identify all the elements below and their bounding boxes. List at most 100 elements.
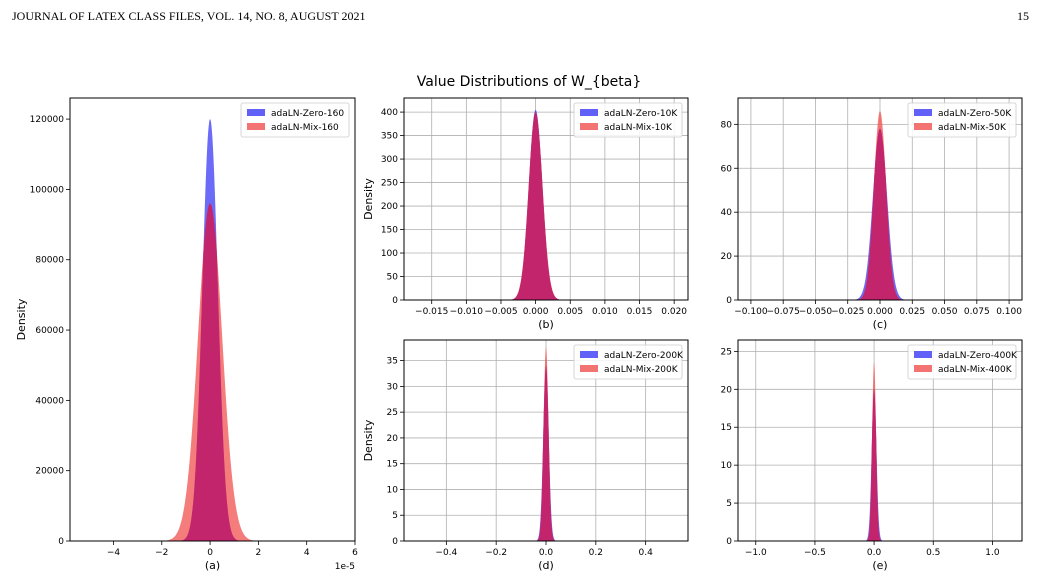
x-tick-label: 0.4 xyxy=(638,548,653,558)
legend-swatch xyxy=(580,109,598,116)
x-tick-label: −2 xyxy=(155,548,168,558)
y-tick-label: 400 xyxy=(381,108,398,118)
y-axis-label: Density xyxy=(362,419,375,461)
legend-box xyxy=(240,102,350,138)
y-tick-label: 350 xyxy=(381,132,398,142)
legend-label: adaLN-Mix-160 xyxy=(271,123,339,133)
legend: adaLN-Zero-400K adaLN-Mix-400K xyxy=(907,344,1018,380)
y-tick-label: 150 xyxy=(381,226,398,236)
page-number: 15 xyxy=(1017,9,1029,23)
x-tick-label: −0.005 xyxy=(484,307,517,317)
y-tick-label: 0 xyxy=(726,296,732,306)
y-tick-label: 0 xyxy=(392,537,398,547)
y-tick-label: 5 xyxy=(726,499,732,509)
y-tick-label: 0 xyxy=(726,537,732,547)
legend: adaLN-Zero-200K adaLN-Mix-200K xyxy=(573,344,684,380)
y-tick-label: 120000 xyxy=(30,115,65,125)
legend-label: adaLN-Mix-200K xyxy=(604,365,679,375)
x-tick-label: 6 xyxy=(352,548,358,558)
y-tick-label: 20 xyxy=(721,252,733,262)
y-tick-label: 5 xyxy=(392,511,398,521)
x-tick-label: 2 xyxy=(256,548,262,558)
x-axis-label: (e) xyxy=(872,559,887,572)
x-tick-label: 0.000 xyxy=(523,307,549,317)
y-tick-label: 20 xyxy=(387,434,399,444)
x-axis-label: (d) xyxy=(538,559,554,572)
x-tick-label: 0.025 xyxy=(899,307,925,317)
legend: adaLN-Zero-10K adaLN-Mix-10K xyxy=(573,102,683,138)
y-tick-label: 60000 xyxy=(35,326,64,336)
x-axis-label: (b) xyxy=(538,318,554,331)
x-axis-label: (c) xyxy=(873,318,888,331)
x-tick-label: 0.010 xyxy=(592,307,618,317)
x-tick-label: 0.0 xyxy=(539,548,554,558)
legend-label: adaLN-Zero-10K xyxy=(604,109,678,119)
legend-label: adaLN-Mix-400K xyxy=(938,365,1013,375)
page-header: JOURNAL OF LATEX CLASS FILES, VOL. 14, N… xyxy=(0,0,1041,30)
y-tick-label: 0 xyxy=(392,296,398,306)
legend-box xyxy=(907,344,1017,380)
y-tick-label: 60 xyxy=(721,164,733,174)
legend-label: adaLN-Zero-160 xyxy=(271,109,344,119)
x-tick-label: 4 xyxy=(304,548,310,558)
legend-box xyxy=(573,344,683,380)
y-tick-label: 50 xyxy=(387,273,399,283)
x-tick-label: 0.050 xyxy=(932,307,958,317)
y-tick-label: 200 xyxy=(381,202,398,212)
y-tick-label: 25 xyxy=(387,408,398,418)
x-tick-label: −1.0 xyxy=(745,548,767,558)
legend-swatch xyxy=(914,123,932,130)
chart-panel: −4 −2 0 2 4 6 0 20000 40000 60000 80000 100000 12000… xyxy=(15,97,358,572)
x-tick-label: 0 xyxy=(207,548,213,558)
legend-label: adaLN-Zero-400K xyxy=(938,351,1018,361)
series-overlap-area xyxy=(864,389,885,541)
y-tick-label: 0 xyxy=(58,537,64,547)
legend-swatch xyxy=(580,351,598,358)
chart-panel: −1.0 −0.5 0.0 0.5 1.0 0 5 10 15 20 25 (e) adaLN-Zero… xyxy=(721,339,1023,572)
y-tick-label: 20 xyxy=(721,385,733,395)
y-tick-label: 35 xyxy=(387,357,398,367)
figure-suptitle: Value Distributions of W_{beta} xyxy=(417,74,642,90)
x-tick-label: −0.4 xyxy=(435,548,457,558)
y-tick-label: 20000 xyxy=(35,467,64,477)
y-tick-label: 40 xyxy=(721,208,733,218)
legend-swatch xyxy=(914,365,932,372)
chart-panel: −0.100−0.075−0.050−0.025 0.000 0.025 0.050 0… xyxy=(721,97,1023,331)
y-tick-label: 80000 xyxy=(35,256,64,266)
x-tick-label: −4 xyxy=(107,548,121,558)
x-tick-label: −0.5 xyxy=(804,548,826,558)
x-tick-label: 0.075 xyxy=(964,307,990,317)
y-tick-label: 100000 xyxy=(30,185,65,195)
panels: −4 −2 0 2 4 602000040000600008000010000012000… xyxy=(15,97,1023,572)
series-overlap-area xyxy=(533,365,559,541)
axes-frame xyxy=(69,97,356,542)
y-axis-label: Density xyxy=(362,178,375,220)
y-tick-label: 250 xyxy=(381,179,398,189)
axes-frame xyxy=(737,339,1023,542)
axes-frame xyxy=(403,97,689,301)
legend-box xyxy=(573,102,683,138)
y-tick-label: 30 xyxy=(387,382,399,392)
x-tick-label: 0.2 xyxy=(589,548,603,558)
x-tick-label: −0.2 xyxy=(485,548,507,558)
legend: adaLN-Zero-160 adaLN-Mix-160 xyxy=(240,102,350,138)
x-tick-label: −0.100 xyxy=(734,307,768,317)
x-tick-label: −0.010 xyxy=(450,307,484,317)
x-offset-label: 1e-5 xyxy=(335,562,355,572)
x-tick-label: 0.015 xyxy=(627,307,653,317)
series-overlap-area xyxy=(171,203,249,541)
legend-box xyxy=(907,102,1017,138)
legend-swatch xyxy=(580,365,598,372)
x-tick-label: 0.000 xyxy=(867,307,893,317)
x-tick-label: 0.100 xyxy=(996,307,1022,317)
x-tick-label: −0.075 xyxy=(767,307,800,317)
x-tick-label: −0.050 xyxy=(799,307,833,317)
x-tick-label: −0.025 xyxy=(831,307,864,317)
y-tick-label: 15 xyxy=(721,423,732,433)
legend-label: adaLN-Mix-50K xyxy=(938,123,1007,133)
y-axis-label: Density xyxy=(15,298,28,340)
series-overlap-area xyxy=(849,128,911,300)
x-tick-label: −0.015 xyxy=(415,307,448,317)
y-tick-label: 300 xyxy=(381,155,398,165)
